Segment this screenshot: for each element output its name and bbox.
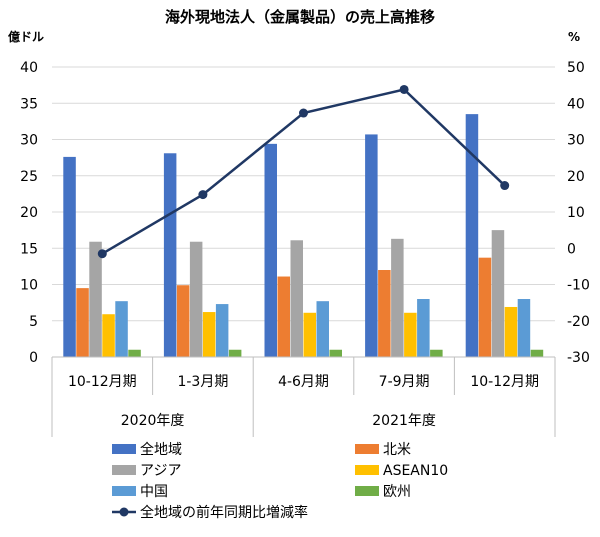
legend-label: 全地域の前年同期比増減率 xyxy=(140,504,308,521)
left-tick-label: 20 xyxy=(20,205,38,221)
bar xyxy=(128,349,141,357)
right-tick-label: 30 xyxy=(567,133,585,149)
left-tick-label: 30 xyxy=(20,133,38,149)
bar xyxy=(504,306,518,357)
bar xyxy=(102,314,115,357)
legend-swatch xyxy=(112,444,136,454)
bar xyxy=(491,230,505,357)
yoy-point xyxy=(198,190,208,200)
bar xyxy=(228,349,242,357)
bar xyxy=(115,301,128,357)
left-tick-label: 0 xyxy=(29,350,38,366)
bar xyxy=(63,156,76,357)
legend-line-marker xyxy=(119,507,129,517)
left-tick-label: 35 xyxy=(20,96,38,112)
bar xyxy=(465,114,479,357)
bar xyxy=(264,143,277,357)
bar xyxy=(517,299,531,357)
bar xyxy=(417,299,430,357)
bar xyxy=(404,312,417,357)
left-tick-label: 15 xyxy=(20,241,38,257)
category-label: 10-12月期 xyxy=(470,374,539,390)
legend-label: ASEAN10 xyxy=(383,463,448,479)
left-tick-label: 25 xyxy=(20,169,38,185)
bar-series xyxy=(63,114,544,357)
legend-label: アジア xyxy=(140,463,181,479)
left-axis-ticks: 0 5 10 15 20 25 30 35 40 xyxy=(20,60,38,366)
bar xyxy=(215,304,229,357)
category-label: 4-6月期 xyxy=(278,374,329,390)
yoy-line-series xyxy=(97,84,510,259)
x-axis: 10-12月期 1-3月期 4-6月期 7-9月期 10-12月期 2020年度 2021年… xyxy=(51,356,556,437)
right-tick-label: -30 xyxy=(567,350,590,366)
bar xyxy=(316,301,329,357)
bar xyxy=(189,241,203,357)
left-axis-unit: 億ドル xyxy=(8,29,44,44)
right-tick-label: -20 xyxy=(567,314,590,330)
bar xyxy=(290,240,303,357)
right-tick-label: -10 xyxy=(567,278,590,294)
legend-label: 全地域 xyxy=(140,441,182,458)
bar xyxy=(89,241,102,357)
yoy-point xyxy=(97,249,107,259)
legend-swatch xyxy=(112,486,136,496)
bar xyxy=(163,153,177,357)
right-tick-label: 40 xyxy=(567,96,585,112)
legend-label: 欧州 xyxy=(383,484,411,500)
left-tick-label: 5 xyxy=(29,314,38,330)
bar xyxy=(202,312,216,357)
bar xyxy=(76,288,89,357)
left-tick-label: 40 xyxy=(20,60,38,76)
legend-swatch xyxy=(355,444,379,454)
right-tick-label: 10 xyxy=(567,205,585,221)
gridlines xyxy=(52,66,555,322)
legend-label: 北米 xyxy=(383,442,411,458)
legend-swatch xyxy=(112,465,136,475)
right-tick-label: 50 xyxy=(567,60,585,76)
bar xyxy=(378,270,391,357)
chart-title: 海外現地法人（金属製品）の売上高推移 xyxy=(165,8,435,26)
category-label: 1-3月期 xyxy=(177,374,228,390)
right-tick-label: 0 xyxy=(567,241,576,257)
group-label: 2020年度 xyxy=(121,413,185,429)
category-label: 7-9月期 xyxy=(379,374,430,390)
legend-label: 中国 xyxy=(140,484,168,500)
bar xyxy=(303,312,316,357)
right-axis-unit: % xyxy=(568,30,580,44)
group-label: 2021年度 xyxy=(372,413,436,429)
bar xyxy=(277,276,290,357)
legend-swatch xyxy=(355,486,379,496)
legend-swatch xyxy=(355,465,379,475)
right-tick-label: 20 xyxy=(567,169,585,185)
bar xyxy=(478,257,492,357)
bar xyxy=(176,285,190,357)
bar xyxy=(365,134,378,357)
yoy-point xyxy=(399,84,409,94)
left-tick-label: 10 xyxy=(20,278,38,294)
yoy-point xyxy=(299,108,308,118)
bar xyxy=(391,238,404,357)
yoy-point xyxy=(500,181,510,191)
category-label: 10-12月期 xyxy=(68,374,137,390)
bar xyxy=(530,349,544,357)
bar xyxy=(430,349,443,357)
bar xyxy=(329,349,342,357)
right-axis-ticks: -30 -20 -10 0 10 20 30 40 50 xyxy=(567,60,590,366)
